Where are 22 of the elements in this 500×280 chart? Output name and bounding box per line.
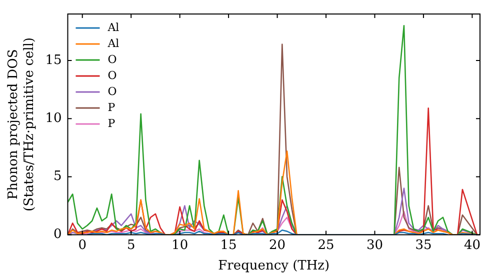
x-tick-label: 20 bbox=[269, 238, 286, 253]
x-tick-label: 25 bbox=[318, 238, 334, 253]
legend-label: Al bbox=[106, 36, 120, 50]
legend-label: Al bbox=[106, 20, 120, 34]
x-tick-label: 5 bbox=[126, 238, 136, 253]
y-axis-title: Phonon projected DOS (States/THz·primitive cell) bbox=[6, 37, 37, 212]
x-tick-label: 0 bbox=[78, 238, 86, 253]
y-tick-label: 0 bbox=[53, 227, 62, 242]
x-axis-title: Frequency (THz) bbox=[218, 258, 330, 274]
y-tick-label: 10 bbox=[45, 110, 62, 126]
x-tick-label: 10 bbox=[172, 238, 188, 253]
x-tick-label: 40 bbox=[464, 238, 480, 253]
y-tick-label: 15 bbox=[45, 52, 62, 68]
x-tick-label: 30 bbox=[366, 238, 384, 253]
legend-label: P bbox=[108, 100, 116, 114]
legend-label: O bbox=[108, 68, 117, 82]
legend-label: P bbox=[108, 116, 116, 130]
legend-label: O bbox=[108, 84, 117, 98]
x-tick-label: 35 bbox=[415, 238, 432, 253]
x-tick-label: 15 bbox=[220, 238, 237, 253]
y-tick-label: 5 bbox=[53, 169, 62, 184]
legend-label: O bbox=[108, 52, 117, 66]
